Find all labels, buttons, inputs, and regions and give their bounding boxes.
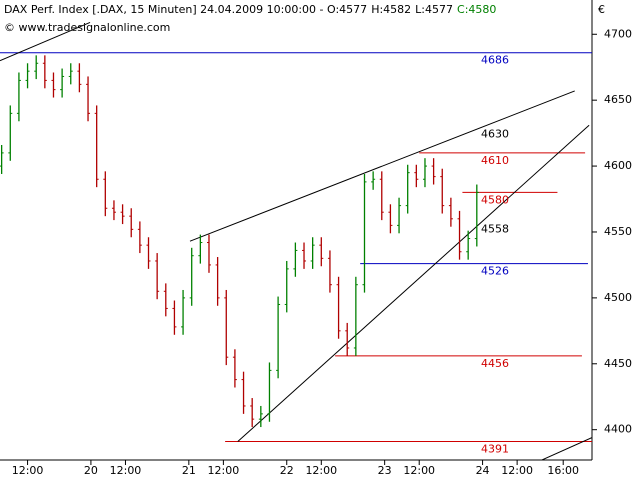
y-tick-label: 4550 (604, 225, 632, 238)
ohlc-bar (16, 72, 21, 122)
ohlc-bar (267, 362, 272, 422)
ohlc-bar (362, 173, 367, 293)
x-tick-label: 24 (476, 464, 490, 477)
ohlc-bar (60, 68, 65, 98)
ohlc-bar (129, 208, 134, 238)
y-tick-label: 4650 (604, 93, 632, 106)
ohlc-bar (181, 289, 186, 335)
plot-area (0, 21, 592, 460)
ohlc-bar (206, 234, 211, 273)
ohlc-bar (336, 276, 341, 339)
trendline (540, 437, 592, 460)
ohlc-bar (51, 72, 56, 98)
x-tick-label: 20 (84, 464, 98, 477)
ohlc-bar (422, 158, 427, 188)
ohlc-bar (232, 349, 237, 388)
level-label: 4456 (481, 357, 509, 370)
x-tick-label: 23 (378, 464, 392, 477)
ohlc-bar (276, 296, 281, 379)
ohlc-bar (414, 164, 419, 188)
ohlc-bar (440, 168, 445, 214)
x-tick-label: 12:00 (501, 464, 533, 477)
ohlc-bar (284, 260, 289, 313)
level-label: 4610 (481, 154, 509, 167)
level-label: 4580 (481, 193, 509, 206)
x-tick-label: 22 (280, 464, 294, 477)
trendline (0, 21, 91, 62)
ohlc-bar (258, 405, 263, 428)
level-label: 4391 (481, 443, 509, 456)
x-tick-label: 12:00 (110, 464, 142, 477)
ohlc-bar (163, 283, 168, 317)
ohlc-bar (379, 171, 384, 221)
ohlc-bar (34, 55, 39, 80)
y-tick-label: 4400 (604, 423, 632, 436)
quote-value: O:4577 (327, 3, 367, 16)
ohlc-bar (345, 322, 350, 356)
ohlc-bar (224, 289, 229, 366)
ohlc-bar (327, 250, 332, 293)
x-tick-label: 21 (182, 464, 196, 477)
ohlc-bar (448, 197, 453, 227)
copyright: © www.tradesignalonline.com (4, 21, 170, 34)
ohlc-bar (457, 210, 462, 260)
ohlc-bar (94, 105, 99, 188)
ohlc-bar (155, 253, 160, 300)
trendline (189, 90, 575, 242)
ohlc-bar (8, 105, 13, 161)
ohlc-bar (353, 276, 358, 356)
trendline (237, 124, 590, 442)
x-tick-label: 12:00 (305, 464, 337, 477)
ohlc-bar (250, 398, 255, 428)
ohlc-bar (137, 221, 142, 254)
level-label: 4686 (481, 54, 509, 67)
ohlc-bar (466, 230, 471, 260)
level-label: 4526 (481, 265, 509, 278)
ohlc-bar (86, 76, 91, 122)
ohlc-bar (397, 197, 402, 234)
y-tick-label: 4500 (604, 291, 632, 304)
ohlc-bar (146, 237, 151, 269)
ohlc-bar (474, 184, 479, 247)
y-tick-label: 4600 (604, 159, 632, 172)
level-label: 4630 (481, 128, 509, 141)
x-tick-label: 12:00 (12, 464, 44, 477)
ohlc-bar (293, 242, 298, 277)
ohlc-bar (111, 200, 116, 221)
ohlc-bar (310, 237, 315, 269)
ohlc-bar (189, 247, 194, 306)
ohlc-bar (302, 242, 307, 269)
ohlc-bar (172, 300, 177, 335)
ohlc-bar (215, 257, 220, 306)
quote-value: H:4582 (371, 3, 411, 16)
x-tick-label: 12:00 (403, 464, 435, 477)
currency: € (598, 3, 605, 16)
quote-value: C:4580 (457, 3, 496, 16)
level-label: 4558 (481, 222, 509, 235)
ohlc-bar (42, 55, 47, 89)
x-tick-label: 16:00 (547, 464, 579, 477)
ohlc-bar (198, 234, 203, 264)
ohlc-bar (120, 204, 125, 225)
ohlc-bar (68, 63, 73, 85)
ohlc-bar (0, 144, 4, 174)
quote-value: L:4577 (415, 3, 453, 16)
y-tick-label: 4700 (604, 27, 632, 40)
ohlc-bar (319, 237, 324, 267)
ohlc-bar (371, 171, 376, 190)
x-tick-label: 12:00 (208, 464, 240, 477)
ohlc-bar (388, 204, 393, 234)
ohlc-bar (25, 63, 30, 89)
ohlc-bar (405, 164, 410, 214)
ohlc-bar (77, 63, 82, 93)
ohlc-bar (241, 371, 246, 414)
y-tick-label: 4450 (604, 357, 632, 370)
ohlc-bar (103, 171, 108, 217)
ohlc-bar (431, 158, 436, 185)
chart-title: DAX Perf. Index [.DAX, 15 Minuten] 24.04… (4, 3, 496, 16)
